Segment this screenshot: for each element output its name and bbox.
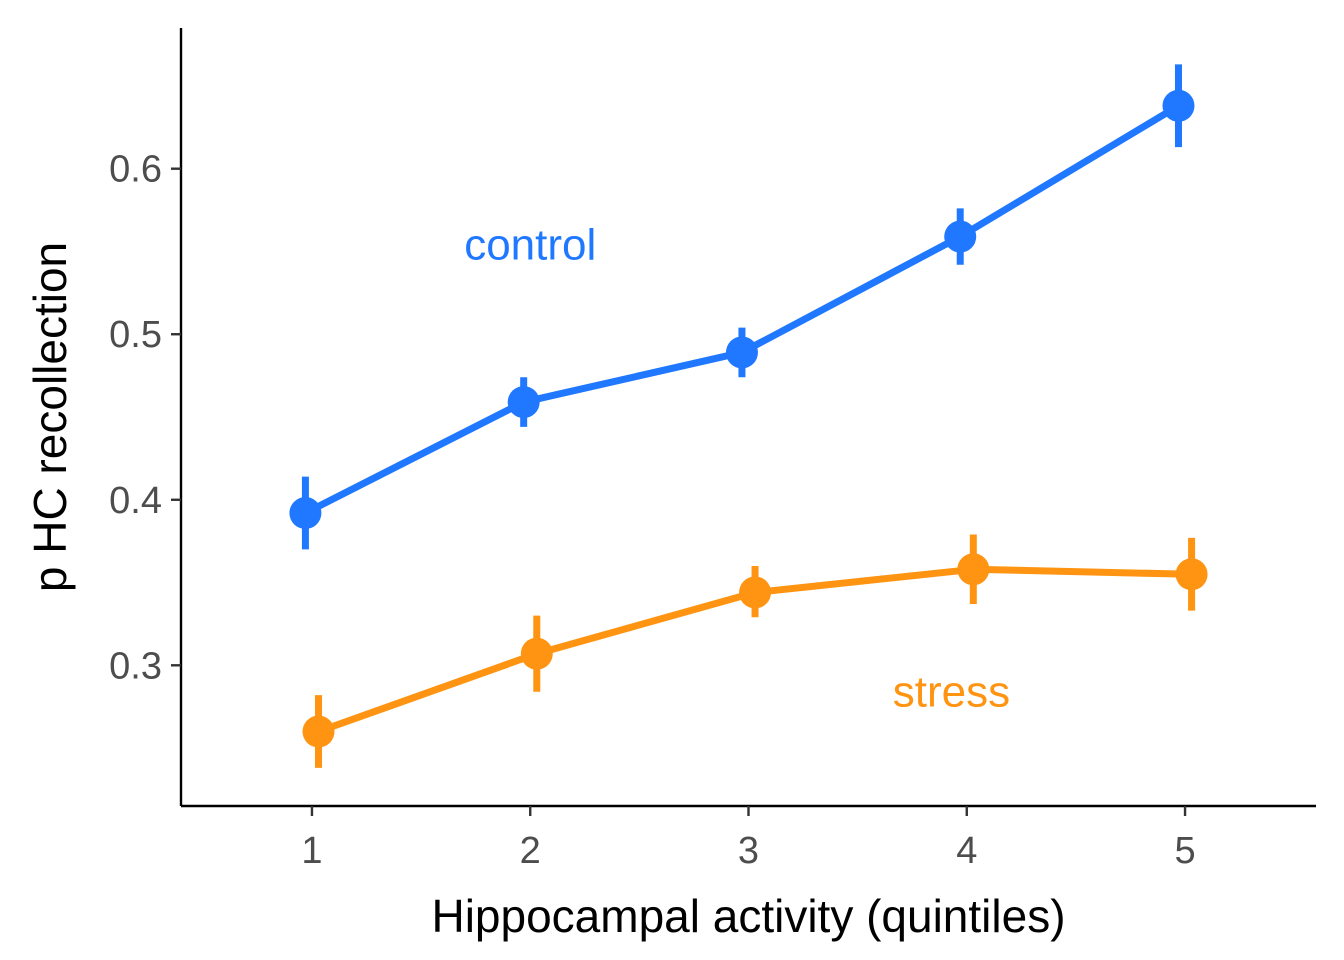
x-axis-title: Hippocampal activity (quintiles) (431, 890, 1065, 942)
y-tick-label: 0.3 (109, 645, 162, 687)
data-point-control (725, 336, 758, 369)
data-point-control (944, 220, 977, 253)
data-point-control (507, 386, 540, 419)
x-tick-label: 4 (956, 830, 977, 872)
chart-labels: Hippocampal activity (quintiles) p HC rec… (24, 221, 1066, 942)
data-point-stress (1175, 558, 1208, 591)
y-tick-label: 0.4 (109, 480, 162, 522)
series-label-control: control (464, 221, 596, 270)
x-tick-label: 1 (301, 830, 322, 872)
y-axis-title: p HC recollection (24, 242, 76, 592)
series-control (289, 64, 1195, 550)
series-line-control (301, 102, 1182, 517)
y-tick-label: 0.6 (109, 149, 162, 191)
series-label-stress: stress (893, 668, 1010, 717)
data-point-stress (520, 637, 553, 670)
x-tick-label: 2 (520, 830, 541, 872)
x-tick-label: 3 (738, 830, 759, 872)
data-point-control (1162, 89, 1195, 122)
axes: 0.3 0.4 0.5 0.6 1 2 3 4 5 (109, 28, 1316, 872)
data-point-stress (957, 553, 990, 586)
y-tick-label: 0.5 (109, 314, 162, 356)
data-point-stress (302, 715, 335, 748)
x-tick-label: 5 (1174, 830, 1195, 872)
plot-marks (289, 64, 1208, 768)
data-point-control (289, 497, 322, 530)
data-point-stress (739, 576, 772, 609)
series-stress (302, 534, 1208, 768)
